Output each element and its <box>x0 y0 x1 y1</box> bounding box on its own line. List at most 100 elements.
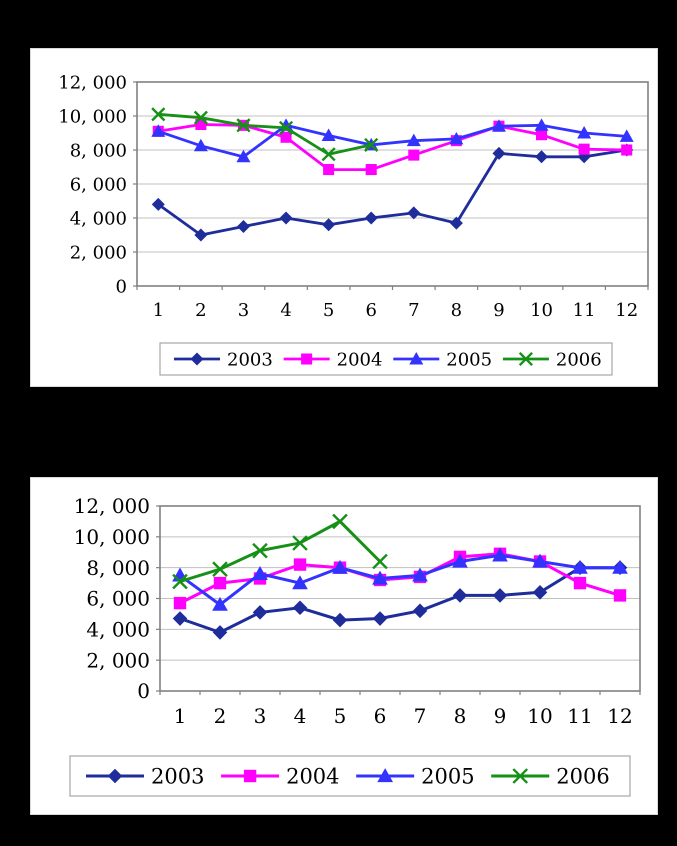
series-line-2006 <box>158 112 372 156</box>
y-axis-labels: 12, 000 10, 000 8, 000 6, 000 4, 000 2, 000 0 <box>74 494 150 703</box>
x-marker <box>518 351 533 367</box>
triangle-marker <box>452 553 468 568</box>
square-marker <box>621 144 633 156</box>
legend-entry-2006: 2006 <box>491 765 610 789</box>
x-tick-label: 1 <box>153 300 164 321</box>
x-tick-label: 10 <box>530 300 553 321</box>
x-tick-label: 8 <box>451 300 462 321</box>
series-2006 <box>151 107 379 162</box>
x-tick-label: 1 <box>174 704 187 728</box>
y-tick-label: 0 <box>137 679 150 703</box>
x-marker <box>372 553 388 570</box>
series-2006 <box>172 513 388 590</box>
square-marker <box>323 164 335 176</box>
square-marker <box>301 353 313 365</box>
triangle-marker <box>406 133 421 147</box>
legend: 2003 2004 2005 2006 <box>159 342 613 376</box>
y-tick-label: 0 <box>116 276 127 297</box>
legend: 2003 2004 2005 2006 <box>69 755 631 797</box>
x-tick-label: 9 <box>493 300 504 321</box>
diamond-marker <box>172 611 188 626</box>
legend-label-2005: 2005 <box>446 349 492 370</box>
legend-entry-2004: 2004 <box>283 349 383 370</box>
legend-label-2005: 2005 <box>421 765 474 789</box>
diamond-marker <box>412 603 428 619</box>
legend-label-2003: 2003 <box>227 349 273 370</box>
triangle-marker <box>612 559 628 574</box>
x-axis-labels: 1 2 3 4 5 6 7 8 9 10 11 12 <box>174 704 633 728</box>
x-tick-label: 7 <box>414 704 427 728</box>
legend-entry-2003: 2003 <box>174 349 273 370</box>
diamond-marker <box>449 216 463 230</box>
series-2003 <box>151 143 634 242</box>
x-tick-label: 6 <box>365 300 376 321</box>
x-tick-label: 4 <box>294 704 307 728</box>
y-tick-label: 2, 000 <box>86 648 150 672</box>
y-tick-label: 4, 000 <box>86 618 150 642</box>
x-tick-label: 2 <box>214 704 227 728</box>
y-tick-label: 8, 000 <box>86 556 150 580</box>
bottom-chart-panel: 12, 000 10, 000 8, 000 6, 000 4, 000 2, 000 0 1… <box>30 477 658 815</box>
x-tick-label: 3 <box>254 704 267 728</box>
legend-label-2004: 2004 <box>286 765 339 789</box>
x-marker <box>332 513 348 530</box>
y-tick-label: 6, 000 <box>70 174 127 195</box>
x-tick-label: 10 <box>527 704 552 728</box>
diamond-marker <box>194 228 208 242</box>
diamond-marker <box>212 625 228 640</box>
x-marker <box>236 118 251 133</box>
legend-label-2004: 2004 <box>337 349 383 370</box>
x-axis-labels: 1 2 3 4 5 6 7 8 9 10 11 12 <box>153 300 639 321</box>
x-marker <box>512 768 529 784</box>
y-tick-label: 10, 000 <box>74 525 150 549</box>
diamond-marker <box>236 220 250 233</box>
x-tick-label: 12 <box>607 704 632 728</box>
x-marker <box>252 542 268 559</box>
x-tick-label: 11 <box>567 704 592 728</box>
triangle-marker <box>321 128 336 142</box>
x-tick-label: 8 <box>454 704 467 728</box>
series-line-2003 <box>179 566 620 635</box>
triangle-marker <box>491 119 506 132</box>
legend-entry-2005: 2005 <box>356 765 475 789</box>
diamond-marker <box>151 197 165 211</box>
axis-ticks <box>156 505 641 695</box>
legend-entry-2003: 2003 <box>86 765 204 789</box>
diamond-marker <box>492 588 508 603</box>
square-marker <box>280 131 292 143</box>
triangle-marker <box>409 352 424 365</box>
legend-entry-2004: 2004 <box>221 765 340 789</box>
x-tick-label: 2 <box>195 300 206 321</box>
series-line-2005 <box>157 123 627 159</box>
x-tick-label: 12 <box>615 300 638 321</box>
x-tick-label: 6 <box>374 704 387 728</box>
triangle-marker <box>252 565 268 580</box>
legend-entry-2005: 2005 <box>393 349 492 370</box>
y-tick-label: 12, 000 <box>58 72 127 93</box>
diamond-marker <box>252 605 268 620</box>
x-marker <box>364 137 379 152</box>
axis-ticks <box>133 81 649 290</box>
y-axis-labels: 12, 000 10, 000 8, 000 6, 000 4, 000 2, 000 0 <box>58 72 127 297</box>
triangle-marker <box>193 138 208 152</box>
diamond-marker <box>372 611 388 626</box>
diamond-marker <box>107 768 123 784</box>
y-tick-label: 2, 000 <box>70 242 127 263</box>
x-marker <box>292 535 308 551</box>
triangle-marker <box>572 559 588 574</box>
series-line-2004 <box>158 123 627 171</box>
triangle-marker <box>412 567 428 582</box>
x-marker <box>321 147 336 162</box>
triangle-marker <box>372 570 388 585</box>
x-tick-label: 11 <box>573 300 596 321</box>
triangle-marker <box>236 149 251 163</box>
diamond-marker <box>292 600 308 616</box>
triangle-marker <box>151 124 166 137</box>
diamond-marker <box>407 206 421 220</box>
square-marker <box>293 558 307 571</box>
x-tick-label: 5 <box>323 300 334 321</box>
diamond-marker <box>492 146 506 160</box>
